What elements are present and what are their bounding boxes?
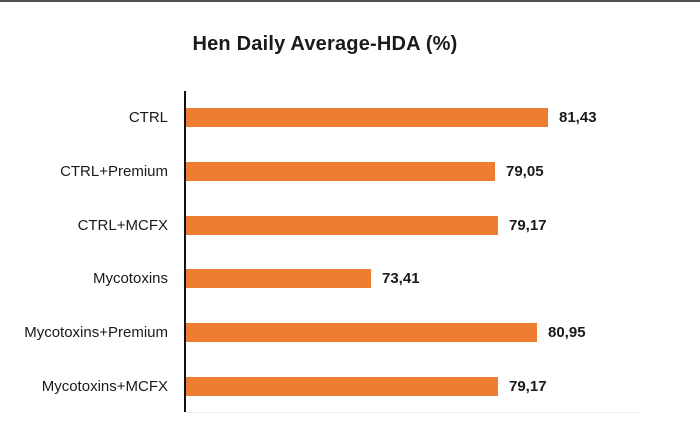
value-label: 81,43: [559, 109, 597, 127]
bar-row: 73,41: [186, 252, 686, 306]
bar-row: 79,17: [186, 359, 686, 413]
data-bar: [186, 323, 537, 343]
value-label: 79,05: [506, 163, 544, 180]
bar-row: 79,17: [186, 198, 686, 252]
value-label: 80,95: [548, 324, 586, 342]
data-bar: [186, 162, 495, 181]
bar-row: 79,05: [186, 145, 686, 199]
value-label: 79,17: [509, 377, 547, 395]
data-bar: [186, 269, 371, 289]
x-axis-baseline: [184, 412, 640, 413]
bar-row: 80,95: [186, 306, 686, 360]
category-label: Mycotoxins: [92, 270, 168, 288]
value-label: 79,17: [509, 216, 547, 234]
data-bar: [186, 108, 548, 128]
data-bar: [186, 215, 498, 235]
bar-row: 81,43: [186, 91, 686, 145]
category-axis-labels: CTRL CTRL+Premium CTRL+MCFX Mycotoxins Mycot…: [0, 91, 168, 413]
category-label: Mycotoxins+MCFX: [41, 377, 168, 395]
category-label: CTRL+Premium: [60, 163, 168, 180]
category-label: Mycotoxins+Premium: [24, 324, 168, 342]
value-label: 73,41: [382, 270, 420, 288]
category-label: CTRL+MCFX: [77, 216, 168, 234]
chart-title: Hen Daily Average-HDA (%): [192, 33, 458, 55]
category-label: CTRL: [128, 109, 168, 127]
plot-area: 81,43 79,05 79,17 73,41 80,95 79,17: [184, 91, 686, 413]
data-bar: [186, 376, 498, 396]
